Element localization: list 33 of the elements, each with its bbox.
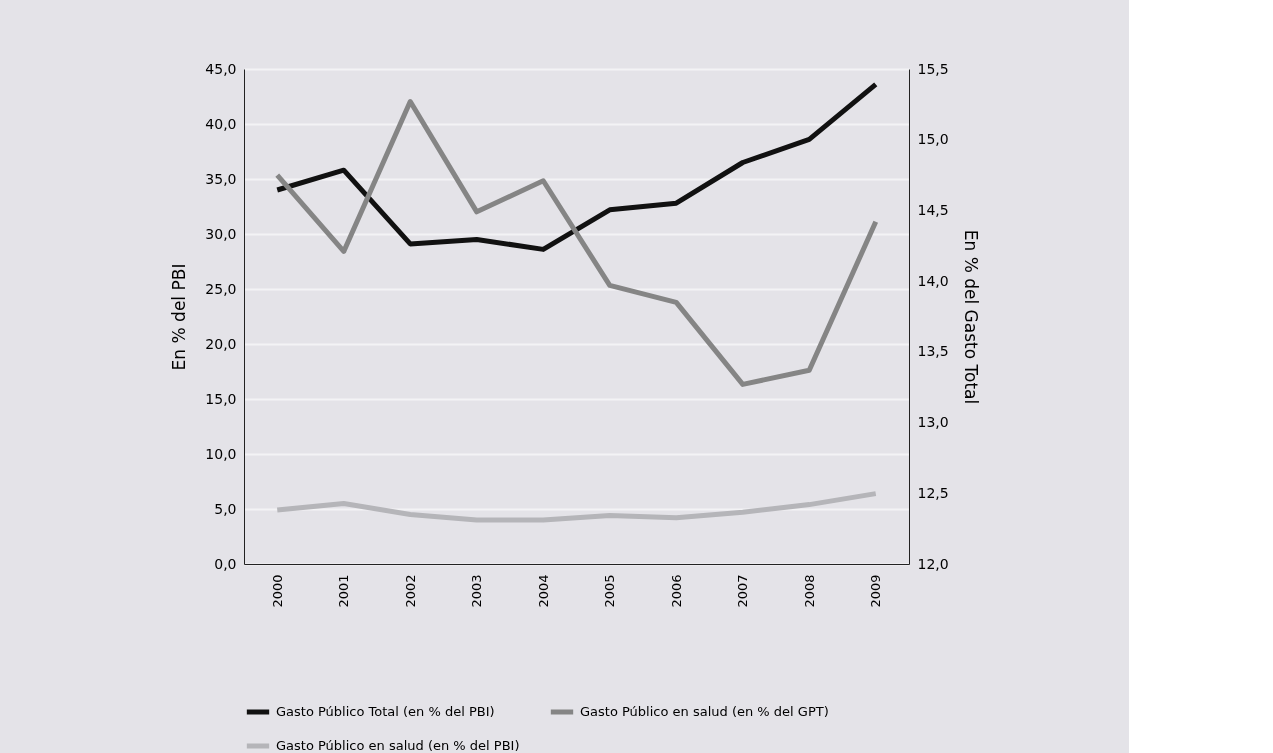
x-tick-label: 2006 [668, 574, 684, 608]
y-tick-label: 25,0 [205, 280, 237, 297]
y-tick-label: 10,0 [205, 445, 237, 462]
legend-label: Gasto Público en salud (en % del GPT) [580, 704, 829, 719]
x-tick-label: 2003 [469, 574, 485, 608]
legend-label: Gasto Público en salud (en % del PBI) [276, 738, 520, 753]
y2-axis-title: En % del Gasto Total [960, 229, 981, 405]
y-tick-label: 35,0 [205, 170, 237, 187]
y2-tick-label: 12,0 [917, 555, 949, 572]
y-axis-title: En % del PBI [169, 263, 190, 371]
x-tick-label: 2008 [801, 574, 817, 608]
y-tick-label: 45,0 [205, 60, 237, 77]
x-tick-label: 2007 [735, 574, 751, 608]
x-tick-label: 2002 [402, 574, 418, 608]
y2-tick-label: 13,5 [917, 343, 949, 360]
y2-tick-label: 14,0 [917, 272, 949, 289]
x-tick-label: 2001 [336, 574, 352, 608]
y-tick-label: 30,0 [205, 225, 237, 242]
y2-tick-label: 14,5 [917, 201, 949, 218]
y2-tick-label: 12,5 [917, 484, 949, 501]
y2-tick-label: 13,0 [917, 414, 949, 431]
y-tick-label: 15,0 [205, 390, 237, 407]
x-tick-label: 2009 [868, 574, 884, 608]
y-tick-label: 40,0 [205, 115, 237, 132]
x-tick-label: 2000 [269, 574, 285, 608]
y-tick-label: 0,0 [214, 555, 237, 572]
y-tick-label: 20,0 [205, 335, 237, 352]
x-tick-label: 2005 [602, 574, 618, 608]
y2-tick-label: 15,5 [917, 60, 949, 77]
legend-label: Gasto Público Total (en % del PBI) [276, 704, 495, 719]
y2-tick-label: 15,0 [917, 131, 949, 148]
x-tick-label: 2004 [535, 574, 551, 608]
y-tick-label: 5,0 [214, 500, 237, 517]
